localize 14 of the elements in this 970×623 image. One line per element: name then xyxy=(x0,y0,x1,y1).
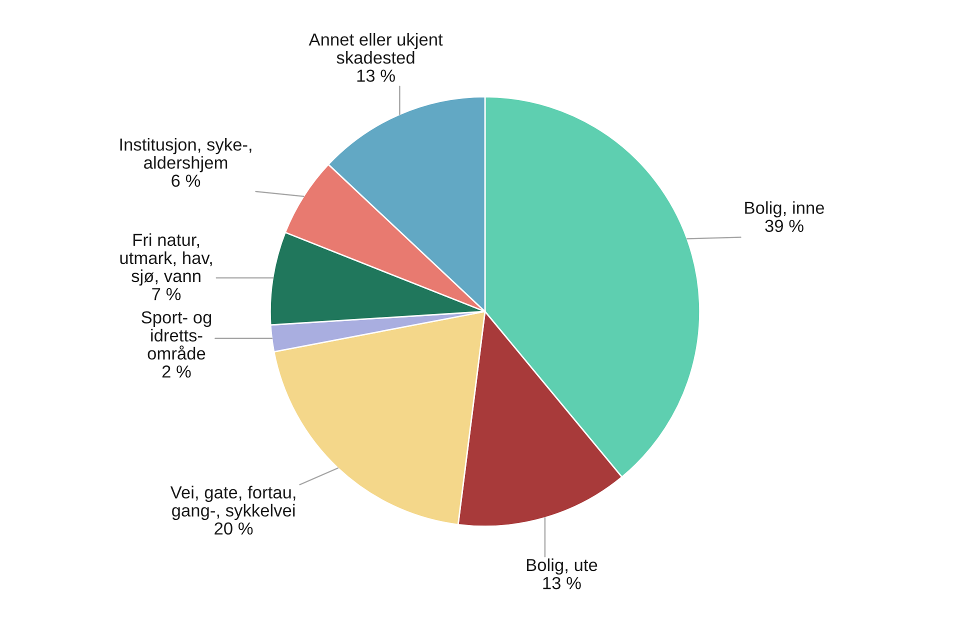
slice-label: Bolig, inne xyxy=(745,201,824,218)
data-label: 20 % xyxy=(214,522,253,535)
data-label: 39 % xyxy=(765,220,804,232)
data-label: 7 % xyxy=(152,288,181,300)
slice-label: Vei, gate, fortau, gang-, sykkelvei xyxy=(170,486,296,520)
slice-label: Sport- og idretts- område xyxy=(142,311,212,360)
slice-label: Institusjon, syke-, aldershjem xyxy=(120,138,252,172)
data-label: 6 % xyxy=(172,174,200,187)
slice-label: Bolig, ute xyxy=(526,558,598,575)
slice-label: Annet eller ukjent skadested xyxy=(308,32,443,64)
slice-label: Fri natur, utmark, hav, sjø, vann xyxy=(120,233,212,286)
data-label: 2 % xyxy=(162,365,191,378)
data-label: 13 % xyxy=(357,70,395,82)
data-label: 13 % xyxy=(543,576,581,590)
